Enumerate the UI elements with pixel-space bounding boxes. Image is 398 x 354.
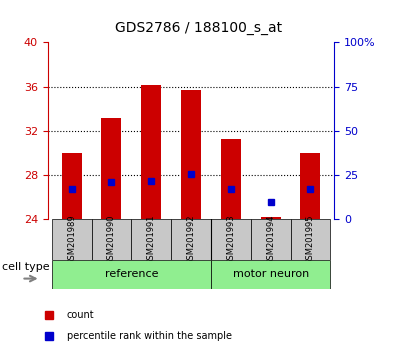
FancyBboxPatch shape: [171, 219, 211, 260]
Bar: [181, 90, 201, 219]
Text: GSM201991: GSM201991: [147, 215, 156, 265]
Text: GSM201989: GSM201989: [67, 215, 76, 265]
Bar: [300, 153, 320, 219]
FancyBboxPatch shape: [291, 219, 330, 260]
FancyBboxPatch shape: [52, 219, 92, 260]
Bar: [261, 217, 281, 219]
FancyBboxPatch shape: [92, 219, 131, 260]
Text: percentile rank within the sample: percentile rank within the sample: [67, 331, 232, 341]
Text: reference: reference: [105, 269, 158, 279]
Text: GSM201994: GSM201994: [266, 215, 275, 265]
Bar: [62, 153, 82, 219]
Text: GSM201993: GSM201993: [226, 215, 235, 265]
FancyBboxPatch shape: [131, 219, 171, 260]
Bar: [101, 118, 121, 219]
Bar: [221, 139, 241, 219]
Text: motor neuron: motor neuron: [232, 269, 309, 279]
FancyBboxPatch shape: [211, 219, 251, 260]
Text: GSM201995: GSM201995: [306, 215, 315, 265]
Bar: [141, 85, 161, 219]
FancyBboxPatch shape: [52, 260, 211, 289]
Text: GDS2786 / 188100_s_at: GDS2786 / 188100_s_at: [115, 21, 283, 35]
Text: GSM201992: GSM201992: [187, 215, 195, 265]
Text: count: count: [67, 310, 94, 320]
FancyBboxPatch shape: [211, 260, 330, 289]
Text: GSM201990: GSM201990: [107, 215, 116, 265]
Text: cell type: cell type: [2, 262, 50, 272]
FancyBboxPatch shape: [251, 219, 291, 260]
